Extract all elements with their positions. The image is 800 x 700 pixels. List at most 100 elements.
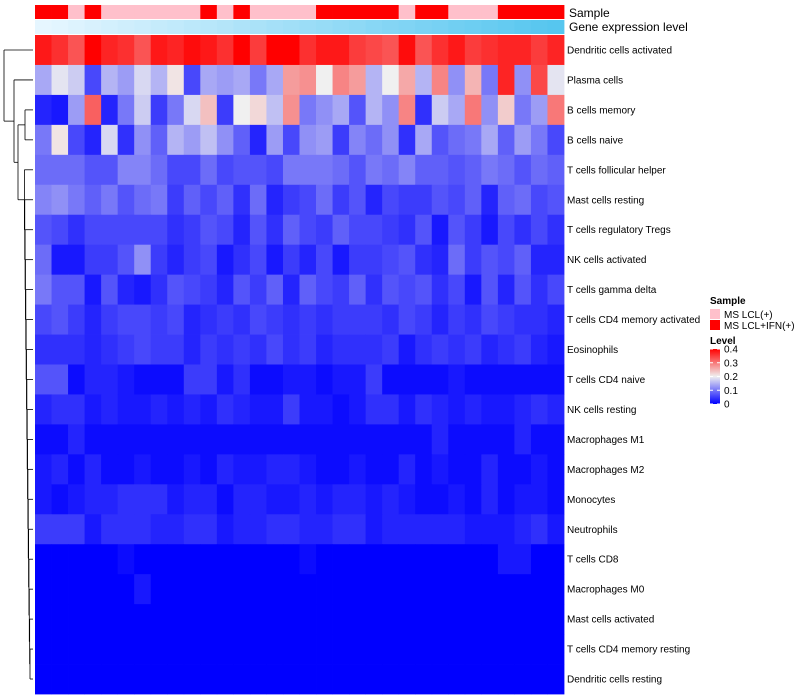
heatmap-cell [547,634,565,665]
heatmap-cell [415,154,433,186]
heatmap-cell [431,94,449,126]
heatmap-cell [216,244,234,276]
heatmap-cell [299,124,317,156]
heatmap-cell [547,394,565,425]
heatmap-cell [547,484,565,515]
heatmap-cell [431,214,449,246]
heatmap-cell [431,35,449,66]
heatmap-cell [35,154,52,186]
heatmap-cell [349,664,367,695]
sample-cell [382,5,400,19]
expression-cell [349,20,367,34]
heatmap-cell [398,574,416,605]
heatmap-cell [398,604,416,635]
heatmap-cell [415,35,433,66]
heatmap-cell [68,424,85,455]
heatmap-cell [200,154,218,186]
heatmap-cell [150,634,168,665]
heatmap-cell [51,574,69,605]
heatmap-cell [249,214,267,246]
heatmap-cell [233,124,251,156]
heatmap-cell [249,454,267,485]
heatmap-cell [349,304,367,335]
heatmap-cell [316,64,333,96]
heatmap-cell [349,154,367,186]
heatmap-cell [448,334,466,365]
heatmap-cell [382,574,400,605]
heatmap-cell [398,334,416,365]
heatmap-cell [448,35,466,66]
heatmap-cell [200,94,218,126]
heatmap-cell [183,154,201,186]
heatmap-cell [51,334,69,365]
heatmap-cell [200,574,218,605]
expression-cell [365,20,383,34]
heatmap-cell [547,214,565,246]
heatmap-cell [101,424,119,455]
row-label: Neutrophils [567,525,618,536]
heatmap-cell [134,514,152,545]
heatmap-cell [101,514,119,545]
heatmap-cell [431,604,449,635]
heatmap-cell [349,544,367,575]
heatmap-cell [35,35,52,66]
heatmap-cell [183,364,201,395]
heatmap-cell [35,214,52,246]
heatmap-cell [167,604,185,635]
heatmap-cell [249,664,267,695]
sample-cell [35,5,52,19]
heatmap-cell [530,664,548,695]
expression-cell [183,20,201,34]
heatmap-cell [249,364,267,395]
heatmap-cell [365,364,383,395]
heatmap-cell [448,604,466,635]
heatmap-cell [349,604,367,635]
heatmap-cell [481,514,499,545]
heatmap-cell [35,274,52,305]
sample-cell [497,5,515,19]
heatmap-cell [464,514,482,545]
heatmap-cell [415,514,433,545]
heatmap-cell [365,244,383,276]
heatmap-cell [200,274,218,305]
expression-cell [316,20,333,34]
heatmap-cell [183,274,201,305]
heatmap-cell [134,364,152,395]
heatmap-cell [117,514,135,545]
row-label: T cells follicular helper [567,165,666,176]
heatmap-cell [299,484,317,515]
heatmap-cell [431,154,449,186]
heatmap-cell [332,304,350,335]
expression-cell [299,20,317,34]
expression-cell [167,20,185,34]
heatmap-cell [316,664,333,695]
heatmap-cell [183,634,201,665]
heatmap-cell [282,184,300,216]
heatmap-cell [349,184,367,216]
heatmap-cell [101,304,119,335]
heatmap-cell [68,304,85,335]
heatmap-cell [150,334,168,365]
heatmap-cell [431,274,449,305]
sample-cell [398,5,416,19]
heatmap-cell [183,124,201,156]
heatmap-cell [481,64,499,96]
heatmap-cell [464,35,482,66]
heatmap-cell [448,304,466,335]
heatmap-cell [332,454,350,485]
sample-cell [547,5,565,19]
heatmap-cell [497,214,515,246]
heatmap-cell [299,35,317,66]
heatmap-cell [150,35,168,66]
heatmap-cell [365,544,383,575]
heatmap-cell [233,334,251,365]
row-label: T cells CD4 memory resting [567,645,690,656]
heatmap-cell [216,634,234,665]
sample-cell [316,5,333,19]
heatmap-cell [332,634,350,665]
heatmap-cell [282,364,300,395]
heatmap-cell [530,184,548,216]
heatmap-cell [514,544,532,575]
heatmap-cell [464,214,482,246]
expression-cell [266,20,284,34]
